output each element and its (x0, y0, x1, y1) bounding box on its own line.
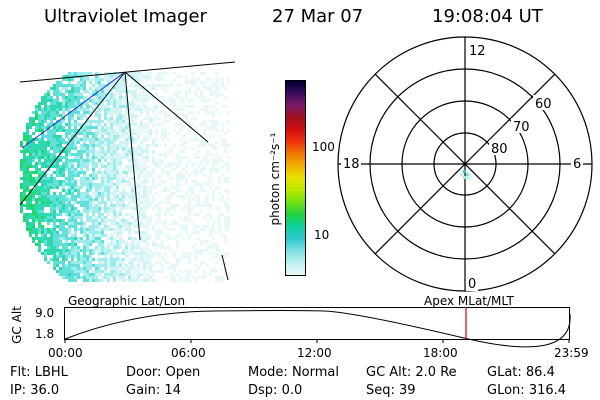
footer-glat: GLat: 86.4 (487, 365, 555, 380)
map-grid-line (19, 61, 236, 83)
timeline-xtick-label: 18:00 (423, 346, 458, 360)
footer-gain: Gain: 14 (126, 383, 181, 398)
instrument-title: Ultraviolet Imager (44, 6, 207, 27)
timeline-xtick-label: 12:00 (297, 346, 332, 360)
timeline-plot (64, 307, 571, 348)
mlt-label-18: 18 (343, 157, 360, 172)
altitude-curve (64, 310, 571, 348)
lat-label-80: 80 (491, 142, 508, 157)
footer-dsp: Dsp: 0.0 (248, 383, 303, 398)
date-label: 27 Mar 07 (272, 6, 364, 27)
mlt-label-0: 0 (468, 277, 476, 292)
colorbar (285, 80, 306, 276)
mlt-label-6: 6 (573, 157, 581, 172)
footer-mode: Mode: Normal (248, 365, 339, 380)
footer-door: Door: Open (126, 365, 201, 380)
map-grid-line (124, 71, 209, 143)
colorbar-label: photon cm⁻²s⁻¹ (268, 132, 282, 226)
timeline-right-label: Apex MLat/MLT (424, 294, 514, 308)
colorbar-tick-100: 100 (312, 140, 335, 154)
footer-seq: Seq: 39 (366, 383, 416, 398)
polar-aurora-spot (460, 170, 472, 179)
colorbar-tick-10: 10 (314, 228, 330, 242)
timeline-ytick-high: 9.0 (35, 306, 55, 320)
timeline-ytick-low: 1.8 (35, 327, 55, 341)
aurora-pixels (20, 72, 230, 282)
polar-plot: 12 18 6 0 60 70 80 (337, 36, 593, 292)
time-label: 19:08:04 UT (432, 6, 543, 27)
timeline-xtick-label: 06:00 (171, 346, 206, 360)
timeline-xtick-label: 23:59 (554, 346, 589, 360)
map-grid-line (124, 71, 141, 241)
map-grid-line (221, 254, 229, 281)
timeline-left-label: Geographic Lat/Lon (68, 294, 186, 308)
mlt-label-12: 12 (469, 44, 486, 59)
lat-label-60: 60 (535, 97, 552, 112)
timeline-y-axis-label: GC Alt (10, 306, 24, 344)
uv-image-panel (19, 61, 236, 282)
polar-meridian (374, 73, 556, 255)
footer-ip: IP: 36.0 (10, 383, 60, 398)
map-grid-line (19, 71, 126, 206)
footer-gc-alt: GC Alt: 2.0 Re (366, 365, 457, 380)
footer-glon: GLon: 316.4 (487, 383, 567, 398)
map-grid-line (21, 71, 126, 149)
footer-flt: Flt: LBHL (10, 365, 68, 380)
timeline-xtick-label: 00:00 (48, 346, 83, 360)
lat-label-70: 70 (513, 120, 530, 135)
